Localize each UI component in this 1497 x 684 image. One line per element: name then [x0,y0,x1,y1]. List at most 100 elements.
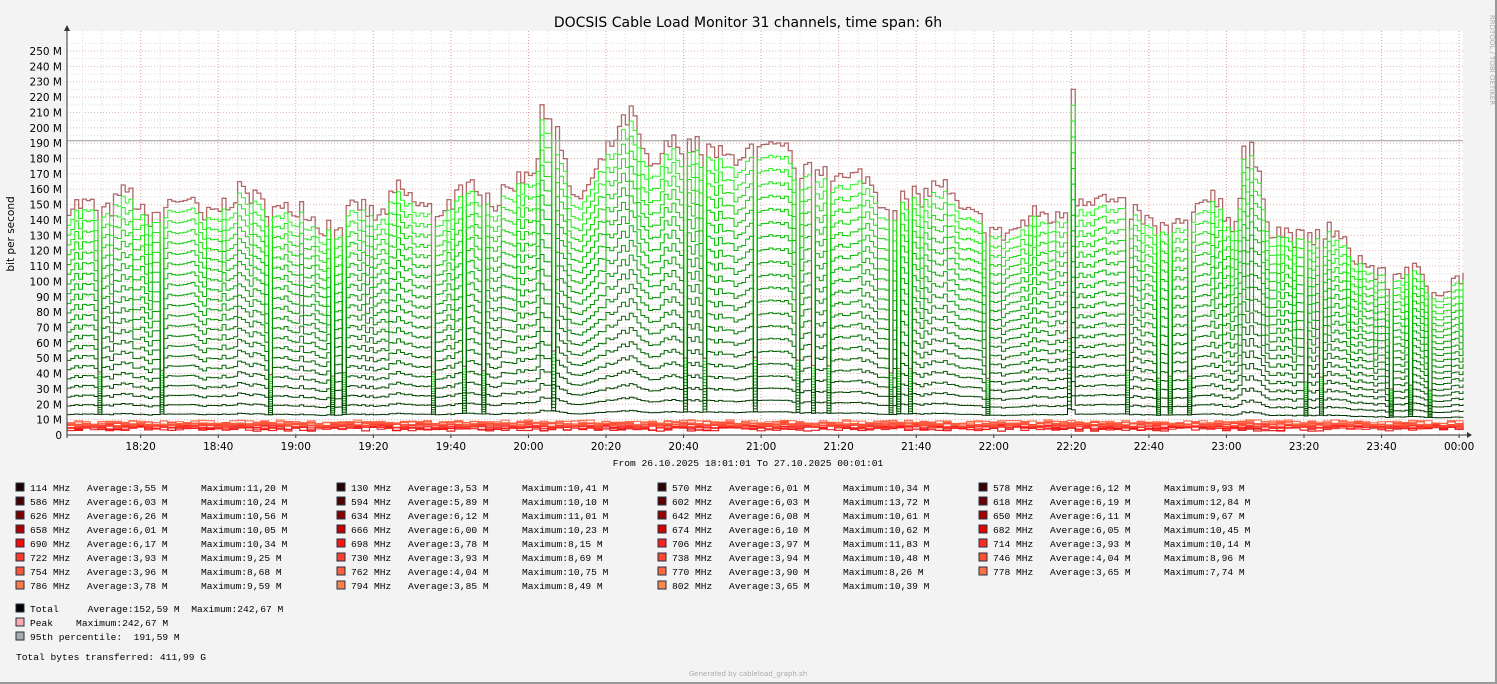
legend-swatch [15,538,25,548]
legend-swatch [336,482,346,492]
legend-average: Average:6,03 M [729,497,810,508]
legend-average: Average:6,11 M [1050,511,1131,522]
legend-item: 658 MHz Average:6,01 M Maximum:10,05 M [15,524,288,536]
legend-swatch [15,580,25,590]
legend-average: Average:4,04 M [1050,553,1131,564]
legend-item: 602 MHz Average:6,03 M Maximum:13,72 M [657,496,930,508]
legend-label: 658 MHz [30,525,70,536]
legend-average: Average:3,97 M [729,539,810,550]
legend-average: Average:6,12 M [1050,483,1131,494]
legend-item: 578 MHz Average:6,12 M Maximum:9,93 M [978,482,1245,494]
legend-average: Average:4,04 M [408,567,489,578]
legend-label: 682 MHz [993,525,1033,536]
legend-average: Average:6,05 M [1050,525,1131,536]
y-tick-label: 170 M [30,169,62,181]
stacked-channel-line [67,120,1464,394]
legend-item: 778 MHz Average:3,65 M Maximum:7,74 M [978,566,1245,578]
legend-label: 130 MHz [351,483,391,494]
legend-average: Average:3,53 M [408,483,489,494]
x-tick-label: 21:40 [901,441,931,453]
y-tick-label: 140 M [30,215,62,227]
legend-average: Average:3,93 M [408,553,489,564]
stacked-channel-line [67,377,1464,408]
legend-label: 794 MHz [351,581,391,592]
total-summary: Total Average:152,59 M Maximum:242,67 M [30,604,284,615]
x-axis-arrow-icon [1467,432,1472,438]
legend-item: 666 MHz Average:6,00 M Maximum:10,23 M [336,524,609,536]
legend-maximum: Maximum:10,39 M [843,581,930,592]
total-bytes: Total bytes transferred: 411,99 G [16,652,206,663]
x-tick-label: 18:20 [126,441,156,453]
legend-average: Average:3,78 M [408,539,489,550]
legend-maximum: Maximum:10,48 M [843,553,930,564]
legend-swatch-total [15,603,25,613]
legend-item: 762 MHz Average:4,04 M Maximum:10,75 M [336,566,609,578]
legend-maximum: Maximum:8,15 M [522,539,603,550]
y-tick-label: 150 M [30,200,62,212]
legend-maximum: Maximum:13,72 M [843,497,930,508]
stacked-channel-line [67,199,1464,402]
legend-maximum: Maximum:8,96 M [1164,553,1245,564]
stacked-channel-line [67,322,1464,414]
legend-swatch [336,552,346,562]
legend-label: 746 MHz [993,553,1033,564]
y-tick-label: 130 M [30,230,62,242]
y-axis-arrow-icon [64,25,70,31]
legend-swatch [657,538,667,548]
legend-maximum: Maximum:10,14 M [1164,539,1251,550]
y-tick-label: 20 M [36,399,62,411]
legend-maximum: Maximum:10,45 M [1164,525,1251,536]
legend-swatch [15,552,25,562]
axes [64,25,1472,438]
legend-average: Average:3,93 M [1050,539,1131,550]
y-tick-label: 250 M [30,46,62,58]
stacked-channel-line [67,214,1464,403]
legend-swatch [978,566,988,576]
legend-average: Average:3,55 M [87,483,168,494]
x-tick-label: 20:40 [668,441,698,453]
legend-label: 114 MHz [30,483,70,494]
legend-item: 594 MHz Average:5,89 M Maximum:10,10 M [336,496,609,508]
x-tick-label: 20:00 [513,441,543,453]
y-tick-label: 160 M [30,184,62,196]
legend-label: 778 MHz [993,567,1033,578]
legend-maximum: Maximum:10,24 M [201,497,288,508]
x-tick-label: 00:00 [1444,441,1474,453]
legend-label: 802 MHz [672,581,712,592]
legend-maximum: Maximum:8,69 M [522,553,603,564]
y-tick-label: 240 M [30,61,62,73]
legend-maximum: Maximum:9,93 M [1164,483,1245,494]
legend-maximum: Maximum:11,01 M [522,511,609,522]
legend-swatch [336,510,346,520]
legend-maximum: Maximum:11,20 M [201,483,288,494]
legend-average: Average:3,96 M [87,567,168,578]
legend-maximum: Maximum:10,34 M [201,539,288,550]
legend-average: Average:6,03 M [87,497,168,508]
x-tick-label: 22:20 [1056,441,1086,453]
x-tick-label: 18:40 [203,441,233,453]
y-tick-label: 230 M [30,77,62,89]
legend-item: 794 MHz Average:3,85 M Maximum:8,49 M [336,580,603,592]
legend-item: 754 MHz Average:3,96 M Maximum:8,68 M [15,566,282,578]
legend-maximum: Maximum:9,59 M [201,581,282,592]
legend-label: 786 MHz [30,581,70,592]
legend-average: Average:6,19 M [1050,497,1131,508]
y-tick-label: 90 M [36,292,62,304]
y-tick-label: 60 M [36,338,62,350]
x-tick-labels: 18:20 18:40 19:00 19:20 19:40 20:00 20:20 20:40… [126,441,1475,453]
legend-swatch [978,496,988,506]
legend-maximum: Maximum:10,10 M [522,497,609,508]
stacked-channel-line [67,351,1464,417]
x-tick-label: 20:20 [591,441,621,453]
legend-maximum: Maximum:10,62 M [843,525,930,536]
legend-item: 770 MHz Average:3,90 M Maximum:8,26 M [657,566,924,578]
legend-swatch [657,580,667,590]
x-tick-label: 23:40 [1366,441,1396,453]
legend-item: 682 MHz Average:6,05 M Maximum:10,45 M [978,524,1251,536]
legend-label: 570 MHz [672,483,712,494]
channel-line [67,419,1464,426]
legend-swatch [15,496,25,506]
stacked-channel-line [67,261,1464,408]
legend-label: 714 MHz [993,539,1033,550]
legend-item: 626 MHz Average:6,26 M Maximum:10,56 M [15,510,288,522]
